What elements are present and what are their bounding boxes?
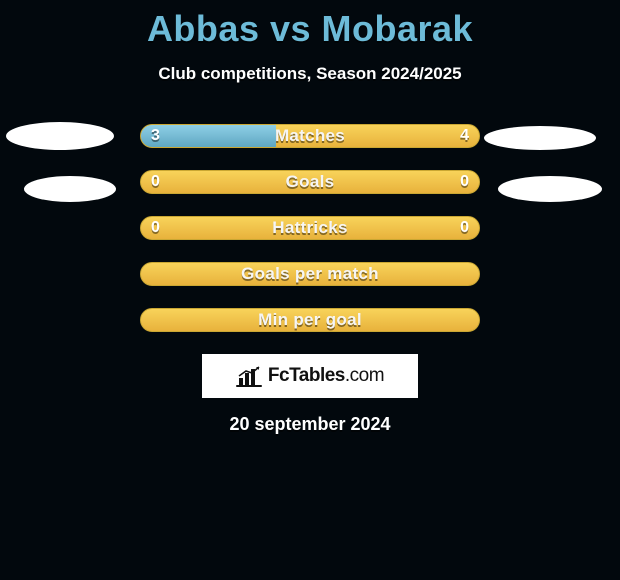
stat-label: Goals (141, 171, 479, 193)
stat-value-right: 0 (460, 217, 469, 239)
logo-text-light: .com (345, 365, 384, 386)
stat-value-right: 4 (460, 125, 469, 147)
page-title: Abbas vs Mobarak (0, 0, 620, 50)
stat-label: Hattricks (141, 217, 479, 239)
logo-text-bold: FcTables (268, 365, 345, 386)
stat-value-left: 3 (151, 125, 160, 147)
subtitle: Club competitions, Season 2024/2025 (0, 64, 620, 84)
stat-row: Hattricks0 0 (140, 216, 480, 240)
stat-row: Matches3 4 (140, 124, 480, 148)
stat-label: Min per goal (141, 309, 479, 331)
decoration-ellipse-right-1 (484, 126, 596, 150)
stat-value-right: 0 (460, 171, 469, 193)
stat-row: Goals0 0 (140, 170, 480, 194)
decoration-ellipse-right-2 (498, 176, 602, 202)
stat-row: Goals per match (140, 262, 480, 286)
logo-chart-icon (236, 365, 262, 387)
logo-text: FcTables.com (268, 365, 384, 387)
decoration-ellipse-left-1 (6, 122, 114, 150)
date-label: 20 september 2024 (0, 414, 620, 435)
stat-value-left: 0 (151, 217, 160, 239)
stat-label: Goals per match (141, 263, 479, 285)
decoration-ellipse-left-2 (24, 176, 116, 202)
stat-label: Matches (141, 125, 479, 147)
stats-container: Matches34Goals00Hattricks00Goals per mat… (0, 124, 620, 332)
stat-row: Min per goal (140, 308, 480, 332)
stat-value-left: 0 (151, 171, 160, 193)
logo-box: FcTables.com (202, 354, 418, 398)
